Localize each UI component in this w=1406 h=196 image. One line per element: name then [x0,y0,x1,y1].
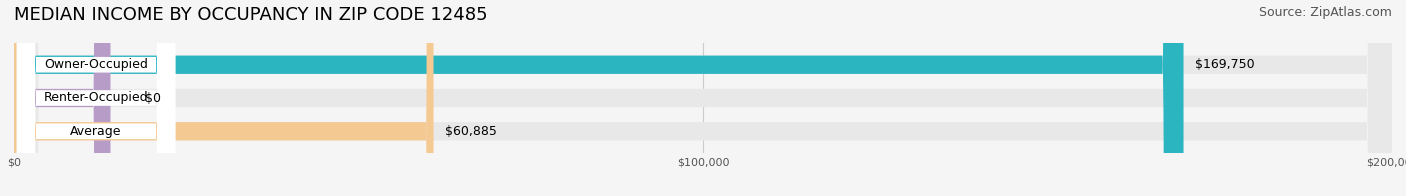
FancyBboxPatch shape [14,0,433,196]
FancyBboxPatch shape [17,0,176,196]
FancyBboxPatch shape [17,0,176,196]
Text: $0: $0 [145,92,160,104]
Text: Source: ZipAtlas.com: Source: ZipAtlas.com [1258,6,1392,19]
FancyBboxPatch shape [14,0,111,196]
FancyBboxPatch shape [14,0,1392,196]
Text: Average: Average [70,125,122,138]
FancyBboxPatch shape [17,0,176,196]
FancyBboxPatch shape [14,0,1184,196]
Text: Renter-Occupied: Renter-Occupied [44,92,149,104]
Text: $169,750: $169,750 [1195,58,1254,71]
Text: Owner-Occupied: Owner-Occupied [44,58,148,71]
Text: $60,885: $60,885 [444,125,496,138]
FancyBboxPatch shape [14,0,1392,196]
FancyBboxPatch shape [14,0,1392,196]
Text: MEDIAN INCOME BY OCCUPANCY IN ZIP CODE 12485: MEDIAN INCOME BY OCCUPANCY IN ZIP CODE 1… [14,6,488,24]
